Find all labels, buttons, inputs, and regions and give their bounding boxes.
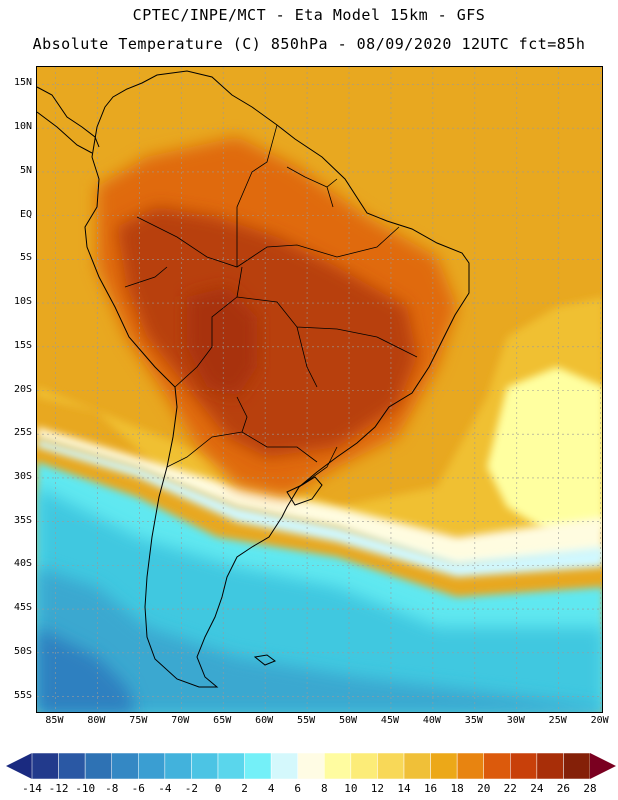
- field-pale-yellow: [487, 367, 602, 537]
- colorbar-high-arrow: [590, 753, 616, 779]
- colorbar-label: 16: [423, 782, 438, 795]
- colorbar-label: 8: [320, 782, 328, 795]
- latitude-label: 25S: [13, 427, 32, 439]
- coastlines-borders: [37, 70, 470, 688]
- colorbar-label: -14: [22, 782, 42, 795]
- latitude-label: 30S: [13, 470, 32, 482]
- field-mid-blue: [37, 567, 602, 712]
- colorbar-cell: [164, 752, 192, 780]
- longitude-label: 70W: [171, 715, 190, 726]
- south-america-coastline: [84, 70, 470, 688]
- longitude-label: 65W: [213, 715, 232, 726]
- chart-title-line1: CPTEC/INPE/MCT - Eta Model 15km - GFS: [132, 6, 486, 24]
- longitude-label: 20W: [590, 715, 609, 726]
- colorbar-cells: [31, 752, 591, 780]
- colorbar-label: 14: [397, 782, 411, 795]
- temperature-map: [37, 67, 602, 712]
- colorbar-label: 10: [344, 782, 358, 795]
- colorbar-cell: [324, 752, 352, 780]
- latitude-label: 45S: [13, 602, 32, 614]
- latitude-label: 5N: [19, 164, 32, 176]
- colorbar-cell: [111, 752, 139, 780]
- longitude-label: 50W: [338, 715, 358, 726]
- colorbar-cell: [377, 752, 405, 780]
- map-frame: [36, 66, 603, 713]
- colorbar-label: -10: [75, 782, 96, 795]
- latitude-label: 5S: [19, 252, 32, 264]
- latitude-label: 15S: [13, 339, 32, 351]
- colorbar-label: 2: [241, 782, 248, 795]
- colorbar-label: 4: [267, 782, 275, 795]
- longitude-label: 60W: [255, 715, 274, 726]
- longitude-label: 85W: [45, 715, 64, 726]
- field-land-hot: [117, 207, 417, 457]
- longitude-label: 75W: [129, 715, 148, 726]
- latitude-label: 10S: [13, 296, 32, 308]
- colorbar-cell: [244, 752, 272, 780]
- longitude-label: 80W: [87, 715, 106, 726]
- colorbar-cell: [430, 752, 458, 780]
- longitude-label: 35W: [464, 715, 483, 726]
- colorbar-cell: [456, 752, 484, 780]
- colorbar-cell: [191, 752, 219, 780]
- temperature-field: [37, 67, 602, 712]
- colorbar-cell: [350, 752, 378, 780]
- colorbar-cell: [483, 752, 511, 780]
- colorbar-label: -2: [184, 782, 199, 795]
- colorbar-label: 12: [370, 782, 385, 795]
- colorbar-label: -6: [131, 782, 145, 795]
- field-deep-blue: [37, 627, 137, 712]
- colorbar-label: 0: [214, 782, 222, 795]
- colorbar-cell: [297, 752, 325, 780]
- latitude-label: 35S: [13, 514, 32, 526]
- field-core-hot: [187, 287, 257, 397]
- latitude-label: 55S: [13, 689, 32, 701]
- colorbar-cell: [84, 752, 112, 780]
- longitude-label: 45W: [380, 715, 399, 726]
- colorbar-cell: [217, 752, 245, 780]
- colorbar: [6, 752, 616, 780]
- colorbar-low-arrow: [6, 753, 32, 779]
- colorbar-cell: [270, 752, 298, 780]
- colorbar-label: 6: [294, 782, 302, 795]
- colorbar-label: 24: [530, 782, 544, 795]
- latitude-label: 15N: [13, 77, 32, 89]
- colorbar-label: 18: [450, 782, 464, 795]
- country-borders: [124, 124, 418, 488]
- colorbar-cell: [58, 752, 86, 780]
- latitude-label: EQ: [19, 208, 32, 220]
- colorbar-cell: [563, 752, 591, 780]
- falkland-islands: [253, 654, 277, 666]
- field-pale-cyan: [37, 439, 602, 577]
- latitude-label: 50S: [13, 645, 32, 657]
- latitude-label: 40S: [13, 558, 32, 570]
- longitude-label: 25W: [548, 715, 567, 726]
- uruguay-estuary: [286, 476, 323, 506]
- latitude-label: 10N: [13, 121, 32, 133]
- chart-title-line2: Absolute Temperature (C) 850hPa - 08/09/…: [32, 35, 586, 53]
- colorbar-label: -12: [48, 782, 69, 795]
- colorbar-label: -4: [158, 782, 172, 795]
- colorbar-label: 22: [503, 782, 517, 795]
- longitude-label: 30W: [506, 715, 525, 726]
- colorbar-cell: [510, 752, 538, 780]
- colorbar-cell: [31, 752, 59, 780]
- colorbar-label: -8: [105, 782, 119, 795]
- colorbar-cell: [403, 752, 431, 780]
- colorbar-cell: [536, 752, 564, 780]
- longitude-label: 55W: [297, 715, 316, 726]
- colorbar-label: 20: [477, 782, 491, 795]
- colorbar-cell: [138, 752, 166, 780]
- longitude-label: 40W: [422, 715, 441, 726]
- colorbar-label: 28: [583, 782, 597, 795]
- field-yellow-band: [37, 297, 602, 537]
- latitude-label: 20S: [13, 383, 32, 395]
- central-america-coastline: [37, 86, 100, 154]
- colorbar-label: 26: [556, 782, 571, 795]
